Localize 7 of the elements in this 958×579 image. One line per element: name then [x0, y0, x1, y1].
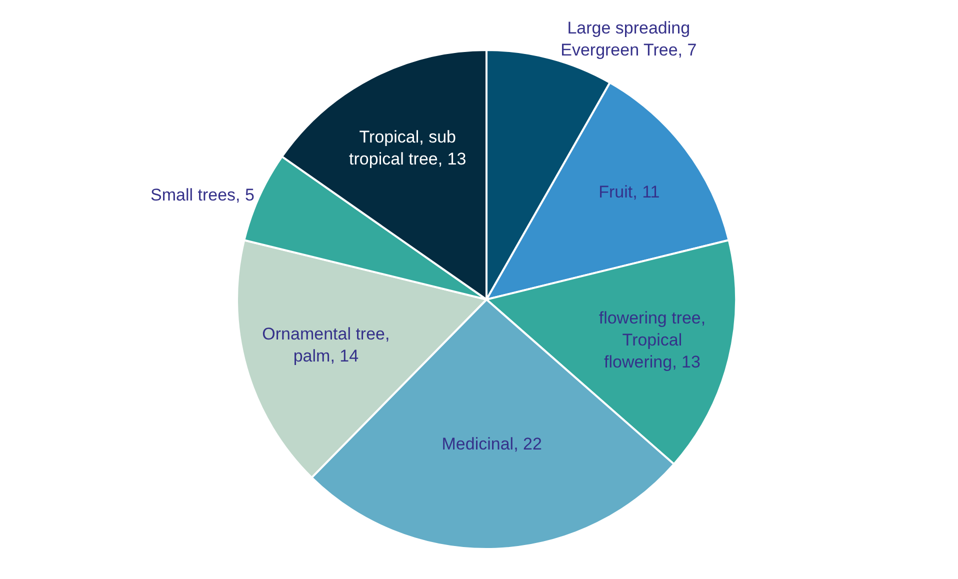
slice-label: Small trees, 5 — [150, 186, 254, 204]
slice-label: flowering tree, Tropical flowering, 13 — [598, 308, 706, 372]
slice-label: Tropical, sub tropical tree, 13 — [349, 128, 466, 169]
slice-label: Medicinal, 22 — [442, 434, 542, 454]
slice-label: Fruit, 11 — [598, 182, 660, 202]
slice-label: Large spreading Evergreen Tree, 7 — [560, 18, 697, 60]
slice-label: Ornamental tree, palm, 14 — [262, 324, 390, 366]
